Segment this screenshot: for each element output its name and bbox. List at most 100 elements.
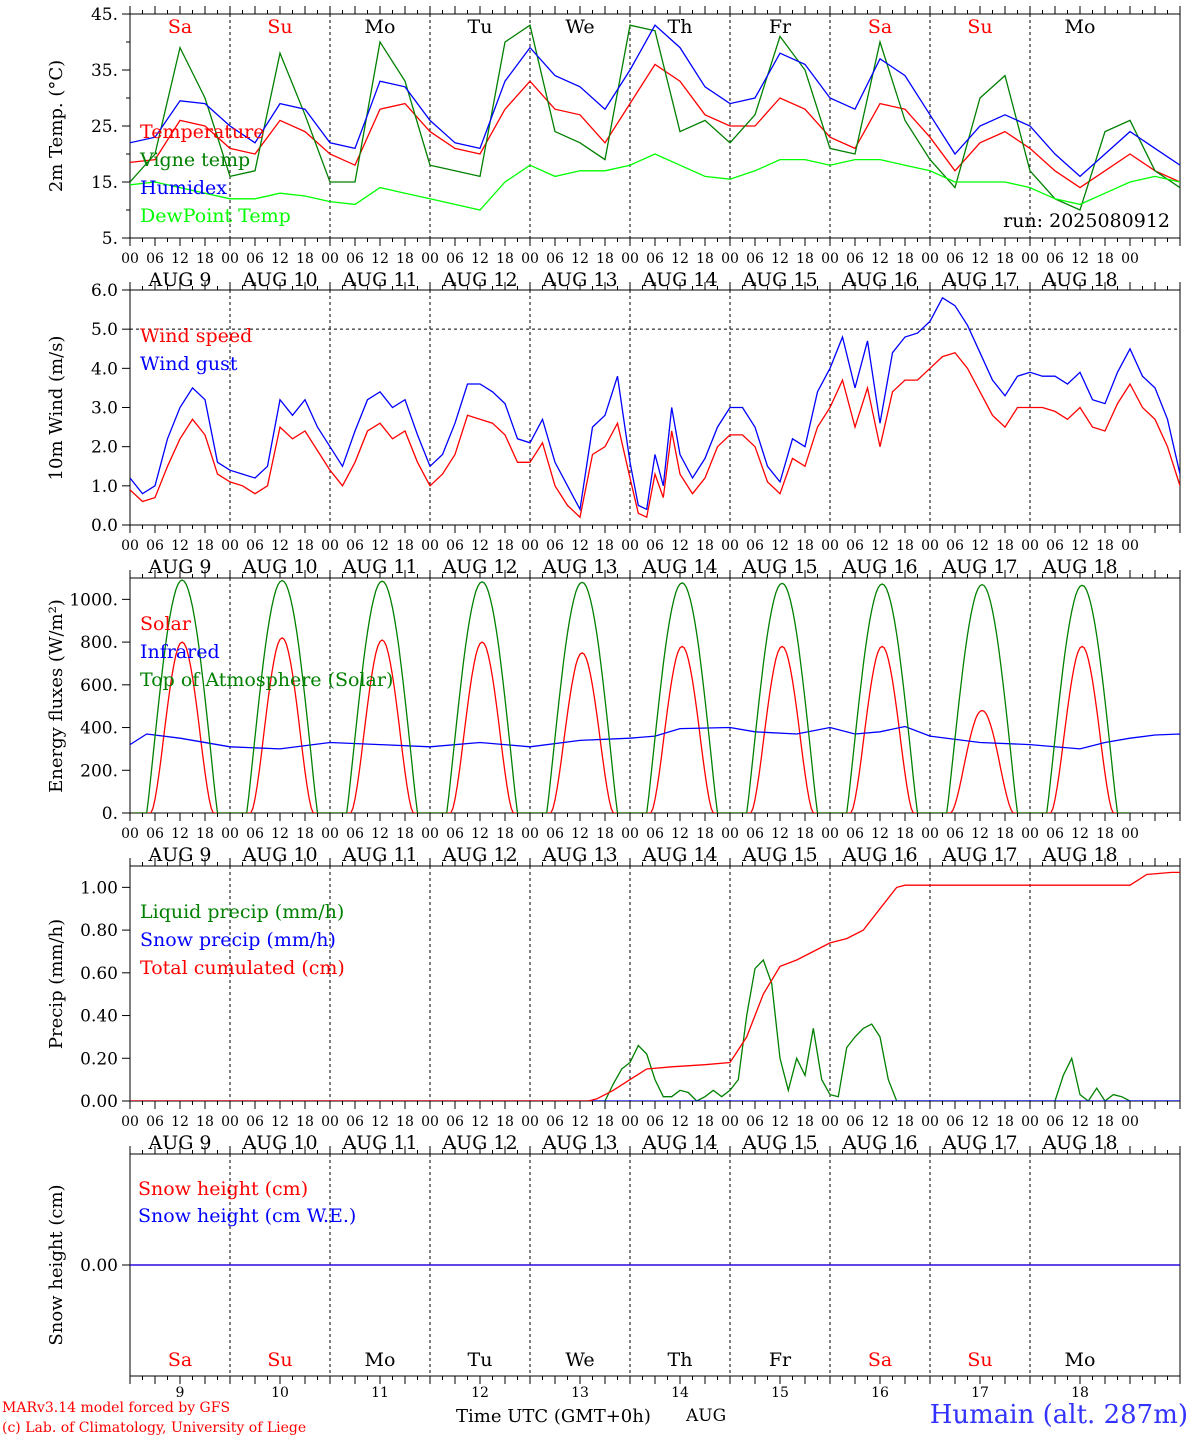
legend-entry: DewPoint Temp <box>140 205 291 227</box>
hour-label: 06 <box>846 251 864 267</box>
series-line-top-of-atmosphere-solar- <box>132 579 1130 813</box>
hour-label: 18 <box>796 1114 814 1130</box>
date-label: AUG 11 <box>341 269 417 291</box>
hour-label: 06 <box>1046 1114 1064 1130</box>
hour-label: 12 <box>171 251 189 267</box>
date-label: AUG 12 <box>441 556 517 578</box>
hour-label: 12 <box>271 251 289 267</box>
hour-label: 00 <box>1121 251 1139 267</box>
hour-label: 18 <box>1096 1114 1114 1130</box>
date-label: AUG 14 <box>641 1132 717 1154</box>
weekday-label: Mo <box>365 16 396 38</box>
hour-label: 00 <box>621 251 639 267</box>
hour-label: 06 <box>646 826 664 842</box>
date-label: AUG 17 <box>941 1132 1017 1154</box>
date-label: AUG 9 <box>147 556 211 578</box>
hour-label: 00 <box>821 538 839 554</box>
hour-label: 18 <box>496 251 514 267</box>
day-number-label: 16 <box>871 1385 889 1401</box>
date-label: AUG 11 <box>341 556 417 578</box>
hour-label: 00 <box>1021 826 1039 842</box>
hour-label: 12 <box>971 1114 989 1130</box>
hour-label: 06 <box>1046 538 1064 554</box>
date-label: AUG 12 <box>441 844 517 866</box>
hour-label: 18 <box>896 1114 914 1130</box>
panel-4: 0.00 0.20 0.40 0.60 0.80 1.00 Precip (mm/h) 00 0… <box>46 858 1181 1154</box>
hour-label: 12 <box>771 251 789 267</box>
hour-label: 00 <box>921 538 939 554</box>
date-label: AUG 15 <box>741 844 817 866</box>
weekday-label-bottom: Sa <box>868 1349 892 1371</box>
hour-label: 12 <box>471 826 489 842</box>
hour-label: 18 <box>1096 251 1114 267</box>
hour-label: 12 <box>1071 1114 1089 1130</box>
panel-2: 0.0 1.0 2.0 3.0 4.0 5.0 6.0 10m Wind (m/s) 00 06 1… <box>46 281 1181 578</box>
hour-label: 12 <box>671 1114 689 1130</box>
hour-label: 18 <box>396 538 414 554</box>
hour-label: 18 <box>196 251 214 267</box>
panel-3: 0. 200. 400. 600. 800. 1000.Energy fluxes (W/… <box>46 570 1181 866</box>
hour-label: 00 <box>821 251 839 267</box>
hour-label: 00 <box>221 251 239 267</box>
weekday-label: Mo <box>1065 16 1096 38</box>
date-label: AUG 13 <box>541 844 617 866</box>
hour-label: 06 <box>546 826 564 842</box>
hour-label: 00 <box>621 826 639 842</box>
date-label: AUG 12 <box>441 1132 517 1154</box>
hour-label: 06 <box>546 538 564 554</box>
hour-label: 18 <box>496 538 514 554</box>
hour-label: 12 <box>871 1114 889 1130</box>
hour-label: 12 <box>871 538 889 554</box>
y-axis-label: 10m Wind (m/s) <box>46 336 67 481</box>
hour-label: 12 <box>971 251 989 267</box>
day-number-label: 14 <box>671 1385 689 1401</box>
hour-label: 06 <box>746 1114 764 1130</box>
y-tick-label: 0.80 <box>80 921 118 941</box>
hour-label: 00 <box>621 1114 639 1130</box>
hour-label: 12 <box>271 1114 289 1130</box>
hour-label: 00 <box>921 1114 939 1130</box>
hour-label: 06 <box>146 538 164 554</box>
weekday-label-bottom: Su <box>267 1349 292 1371</box>
hour-label: 12 <box>371 1114 389 1130</box>
hour-label: 12 <box>871 251 889 267</box>
date-label: AUG 16 <box>841 844 917 866</box>
hour-label: 18 <box>796 251 814 267</box>
date-label: AUG 14 <box>641 556 717 578</box>
legend-entry: Snow height (cm W.E.) <box>138 1205 356 1227</box>
hour-label: 18 <box>1096 826 1114 842</box>
hour-label: 18 <box>696 1114 714 1130</box>
hour-label: 12 <box>771 1114 789 1130</box>
hour-label: 00 <box>1021 538 1039 554</box>
date-label: AUG 9 <box>147 844 211 866</box>
hour-label: 18 <box>796 826 814 842</box>
hour-label: 18 <box>296 538 314 554</box>
footer-model-text: MARv3.14 model forced by GFS <box>2 1400 231 1416</box>
hour-label: 00 <box>421 251 439 267</box>
date-label: AUG 14 <box>641 269 717 291</box>
hour-label: 12 <box>371 826 389 842</box>
day-number-label: 17 <box>971 1385 989 1401</box>
date-label: AUG 17 <box>941 269 1017 291</box>
legend-entry: Snow height (cm) <box>138 1178 308 1200</box>
series-line-solar <box>132 636 1130 813</box>
hour-label: 06 <box>146 251 164 267</box>
hour-label: 18 <box>496 826 514 842</box>
hour-label: 06 <box>446 1114 464 1130</box>
hour-label: 18 <box>996 251 1014 267</box>
weekday-label: Sa <box>868 16 892 38</box>
hour-label: 12 <box>571 826 589 842</box>
series-line-wind-gust <box>130 296 1180 512</box>
hour-label: 00 <box>521 1114 539 1130</box>
day-number-label: 15 <box>771 1385 789 1401</box>
hour-label: 18 <box>596 1114 614 1130</box>
hour-label: 00 <box>421 1114 439 1130</box>
hour-label: 00 <box>721 1114 739 1130</box>
y-tick-label: 0.60 <box>80 964 118 984</box>
hour-label: 00 <box>321 251 339 267</box>
day-number-label: 18 <box>1071 1385 1089 1401</box>
hour-label: 18 <box>596 251 614 267</box>
date-label: AUG 17 <box>941 556 1017 578</box>
hour-label: 18 <box>296 251 314 267</box>
